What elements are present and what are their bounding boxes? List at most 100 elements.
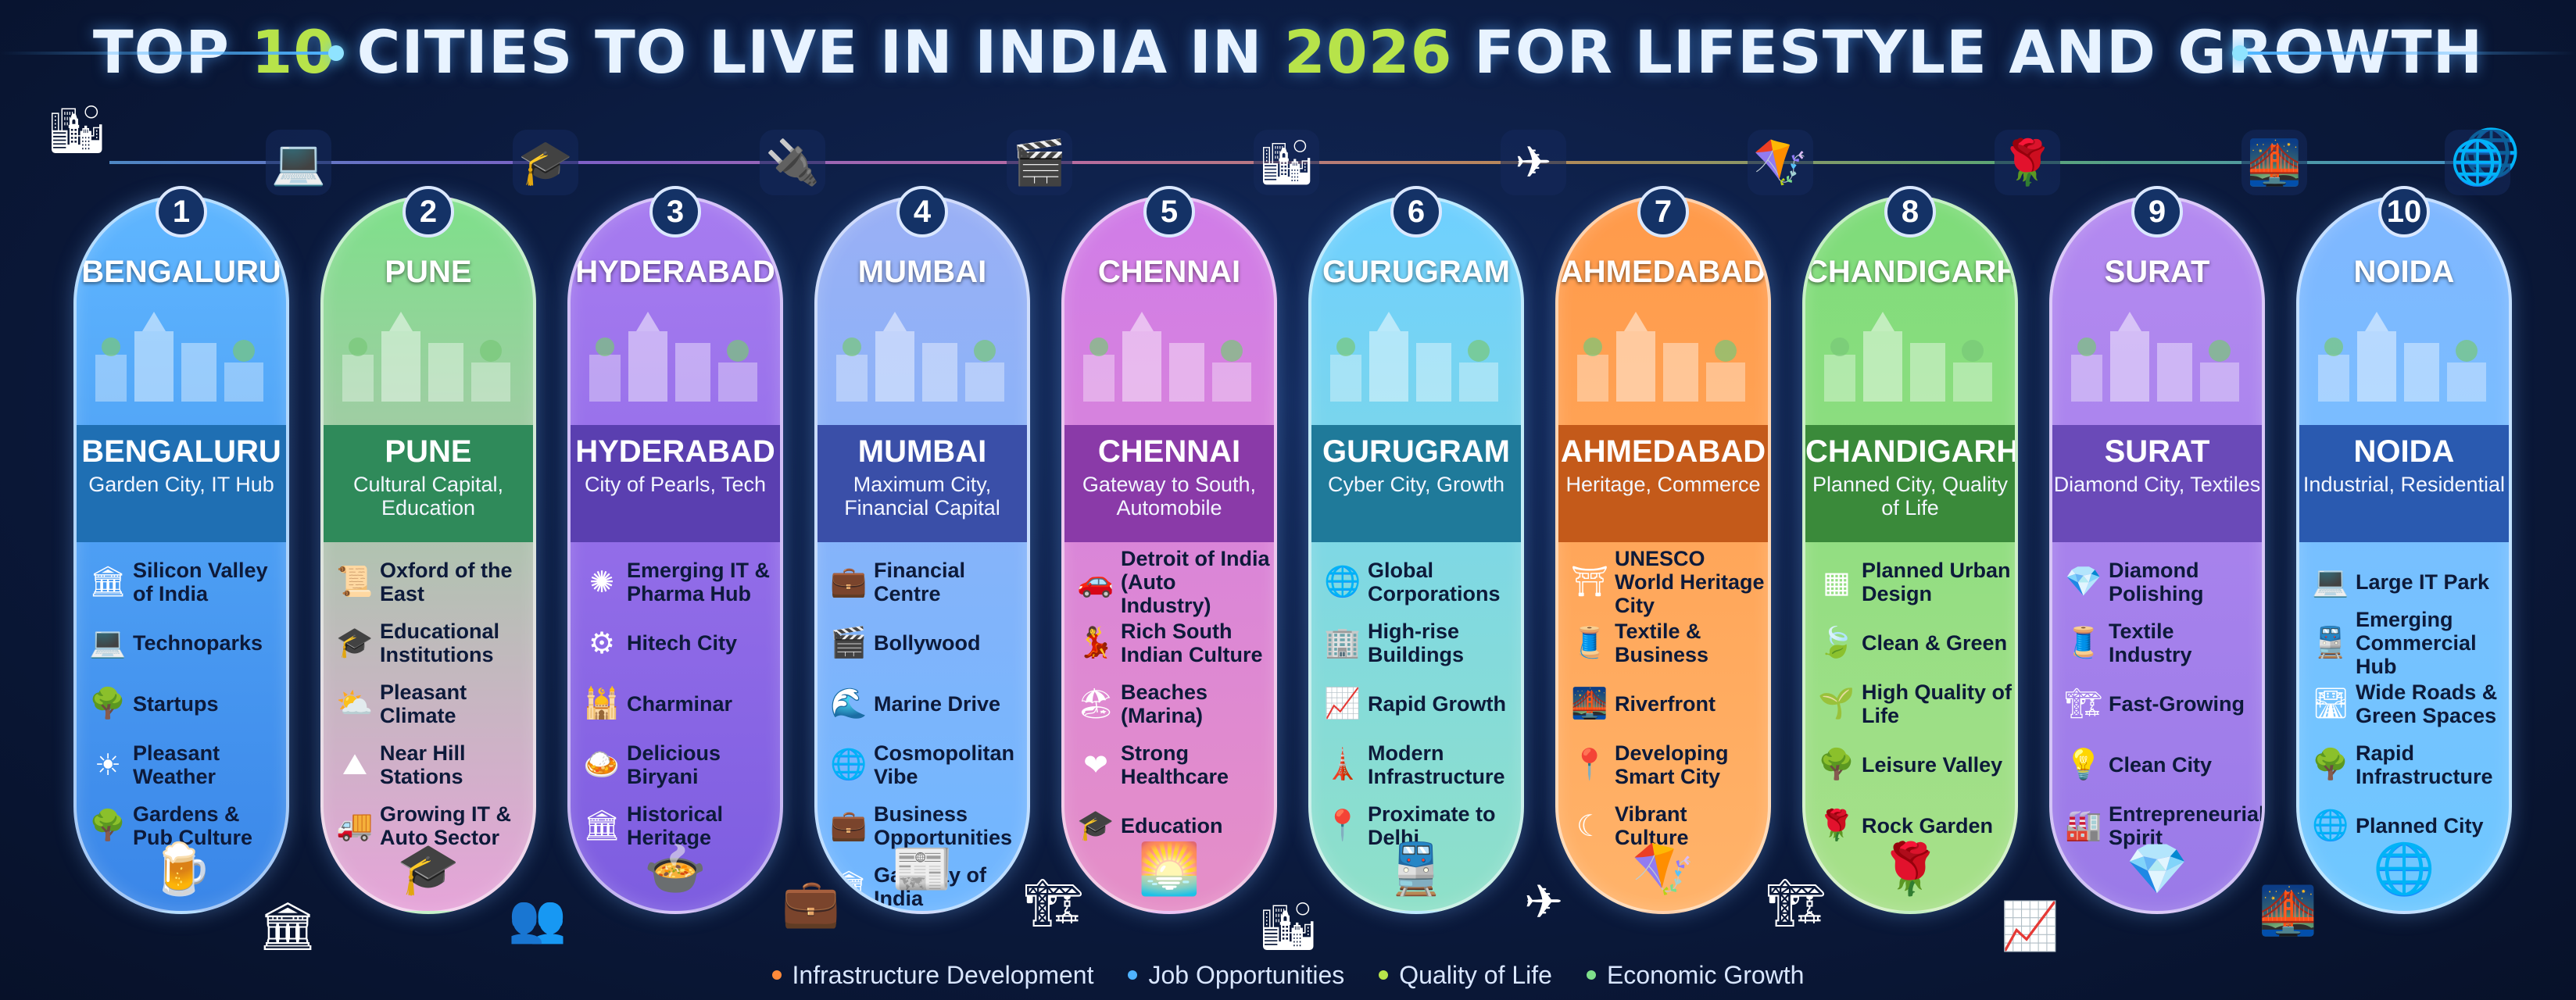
legend-dot <box>771 970 782 980</box>
feature-item: 💼 Business Opportunities <box>828 795 1024 856</box>
gear-icon: ⚙ <box>588 627 616 660</box>
feature-label: High Quality of Life <box>1862 680 2012 727</box>
feature-label: Technoparks <box>133 631 263 655</box>
feature-label: Strong Healthcare <box>1121 741 1229 788</box>
legend-dot <box>1379 970 1389 980</box>
feature-item: 💡 Clean City <box>2063 734 2259 795</box>
feature-item: 📜 Oxford of the East <box>335 552 530 612</box>
legend: Infrastructure Development Job Opportunit… <box>0 959 2576 991</box>
sun-cloud-icon: ⛅ <box>336 688 374 720</box>
city-landmark-illustration <box>836 312 1004 402</box>
city-tagline: Industrial, Residential <box>2302 473 2506 496</box>
feature-item: 🌳 Gardens & Pub Culture <box>88 795 283 856</box>
city-name: NOIDA <box>2353 255 2455 289</box>
city-banner: CHENNAI Gateway to South, Automobile <box>1064 425 1274 542</box>
feature-label: Hitech City <box>627 631 738 655</box>
feature-item: 🌐 Cosmopolitan Vibe <box>828 734 1024 795</box>
legend-label: Infrastructure Development <box>792 960 1094 989</box>
truck-icon: 🚚 <box>336 809 374 842</box>
city-landmark-illustration <box>1577 312 1745 402</box>
feature-label: Near Hill Stations <box>380 741 466 788</box>
feature-label: Gateway of India <box>874 863 987 910</box>
globe-icon: 🌐 <box>2445 130 2510 195</box>
city-card-pune: PUNE PUNE Cultural Capital, Education 📜 Oxfo… <box>320 195 536 914</box>
graduation-cap-icon: 🎓 <box>513 130 578 195</box>
feature-label: Historical Heritage <box>627 802 724 849</box>
page-title: TOP 10 CITIES TO LIVE IN INDIA IN 2026 F… <box>92 17 2484 87</box>
legend-item: Job Opportunities <box>1128 959 1344 991</box>
feature-label: Riverfront <box>1615 692 1716 716</box>
feature-label: Fast-Growing <box>2109 692 2245 716</box>
feature-item: 🛣 Wide Roads & Green Spaces <box>2310 673 2506 734</box>
rose-icon: 🌹 <box>1818 809 1855 842</box>
mountain-icon: ⛰ <box>342 748 367 781</box>
city-features: ✺ Emerging IT & Pharma Hub ⚙ Hitech City 🕌 Ch… <box>581 552 777 856</box>
city-rank-badge: 4 <box>896 186 948 238</box>
feature-item: ☾ Vibrant Culture <box>1569 795 1765 856</box>
biryani-icon: 🍛 <box>583 748 621 781</box>
feature-label: Rapid Growth <box>1368 692 1506 716</box>
newspaper-icon: 📰 <box>891 841 953 897</box>
city-card-gurugram: GURUGRAM GURUGRAM Cyber City, Growth 🌐 Globa… <box>1308 195 1524 914</box>
grid-icon: ▦ <box>1823 566 1851 599</box>
feature-item: 🌳 Leisure Valley <box>1816 734 2012 795</box>
city-banner: NOIDA Industrial, Residential <box>2299 425 2509 542</box>
city-features: 💼 Financial Centre 🎬 Bollywood 🌊 Marine Drive… <box>828 552 1024 911</box>
legend-dot <box>1128 970 1138 980</box>
feature-label: Vibrant Culture <box>1615 802 1689 849</box>
graduation-cap-icon: 🎓 <box>397 841 460 897</box>
feature-label: Planned City <box>2356 814 2484 838</box>
feature-label: Delicious Biryani <box>627 741 721 788</box>
city-banner: PUNE Cultural Capital, Education <box>324 425 533 542</box>
fence-icon: 🏗 <box>2064 688 2103 720</box>
title-glow-dot-right <box>2232 45 2248 61</box>
legend-label: Quality of Life <box>1399 960 1552 989</box>
city-rank-badge: 5 <box>1143 186 1195 238</box>
growth-chart-icon: 📈 <box>2001 900 2059 952</box>
briefcase-icon: 💼 <box>830 809 868 842</box>
feature-label: High-rise Buildings <box>1368 620 1464 666</box>
feature-label: Global Corporations <box>1368 559 1501 605</box>
city-landmark-illustration <box>1330 312 1498 402</box>
city-name: GURUGRAM <box>1322 255 1510 289</box>
city-rank-badge: 3 <box>649 186 701 238</box>
sunset-sea-icon: 🌅 <box>1138 841 1200 897</box>
city-features: 🚗 Detroit of India (Auto Industry) 💃 Rich S… <box>1075 547 1271 856</box>
feature-label: Gardens & Pub Culture <box>133 802 252 849</box>
feature-label: Cosmopolitan Vibe <box>874 741 1014 788</box>
globe-icon: 🌐 <box>1324 566 1361 598</box>
city-landmark-illustration <box>1824 312 1992 402</box>
feature-item: 🌊 Marine Drive <box>828 673 1024 734</box>
legend-item: Quality of Life <box>1379 959 1552 991</box>
city-banner: GURUGRAM Cyber City, Growth <box>1311 425 1521 542</box>
feature-label: Beaches (Marina) <box>1121 680 1208 727</box>
feature-item: 🌐 Global Corporations <box>1322 552 1518 612</box>
feature-item: 🧵 Textile Industry <box>2063 612 2259 673</box>
city-banner-name: HYDERABAD <box>575 434 775 469</box>
feature-item: 💎 Diamond Polishing <box>2063 552 2259 612</box>
city-banner-name: GURUGRAM <box>1322 434 1510 469</box>
rose-icon: 🌹 <box>1879 841 1941 897</box>
feature-label: Startups <box>133 692 219 716</box>
feature-item: ⛩ UNESCO World Heritage City <box>1569 547 1765 617</box>
clapperboard-icon: 🎬 <box>830 627 868 659</box>
unesco-icon: ⛩ <box>1570 566 1609 598</box>
feature-label: Marine Drive <box>874 692 1001 716</box>
feature-item: ✺ Emerging IT & Pharma Hub <box>581 552 777 612</box>
feature-label: Proximate to Delhi <box>1368 802 1496 849</box>
feature-item: 📍 Proximate to Delhi <box>1322 795 1518 856</box>
feature-label: Rock Garden <box>1862 814 1994 838</box>
graduation-cap-icon: 🎓 <box>336 627 374 659</box>
city-tagline: Gateway to South, Automobile <box>1082 473 1257 520</box>
feature-item: 🕌 Charminar <box>581 673 777 734</box>
heritage-icon: 🏛 <box>582 809 621 842</box>
city-landmark-illustration <box>589 312 757 402</box>
tree-icon: 🌳 <box>89 809 127 842</box>
city-name: AHMEDABAD <box>1560 255 1766 289</box>
city-tagline: Maximum City, Financial Capital <box>844 473 1000 520</box>
feature-item: 🏖 Beaches (Marina) <box>1075 673 1271 734</box>
airplane-icon: ✈ <box>1524 876 1564 928</box>
city-name: MUMBAI <box>857 255 987 289</box>
globe-icon: 🌐 <box>2373 841 2435 897</box>
charminar-icon: 🕌 <box>583 688 621 720</box>
